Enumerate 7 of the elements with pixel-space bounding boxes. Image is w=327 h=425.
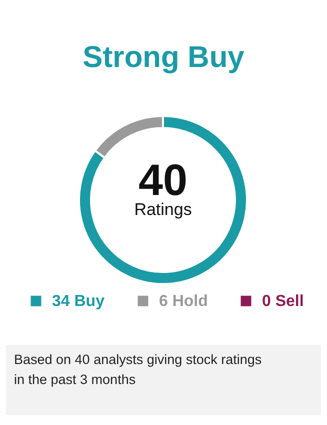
- text: Ratings: [134, 200, 192, 219]
- donut-slice: [78, 115, 248, 285]
- chart-title: Strong Buy: [82, 41, 245, 74]
- legend-label: 0 Sell: [262, 293, 304, 310]
- text: Based on 40 analysts giving stock ratings in the past 3 months: [14, 352, 262, 387]
- legend-label: 34 Buy: [52, 293, 105, 310]
- legend-label: 6 Hold: [159, 293, 208, 310]
